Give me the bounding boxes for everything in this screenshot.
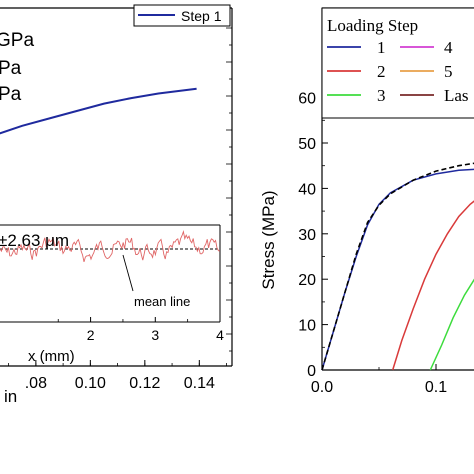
- right-legend-label: 2: [377, 62, 386, 81]
- right-series-lines: [321, 162, 474, 371]
- left-x-tick-label: 0.10: [75, 375, 106, 392]
- right-x-ticks: 0.0 0.1: [311, 364, 447, 396]
- right-legend-label: 5: [444, 62, 453, 81]
- right-y-tick-label: 0: [307, 363, 316, 380]
- inset-x-tick-label: 4: [216, 327, 224, 343]
- right-legend-box: [321, 7, 474, 119]
- right-y-axis-label: Stress (MPa): [259, 190, 278, 289]
- legend-label-step-1: Step 1: [181, 8, 222, 24]
- inset-x-tick-label: 2: [87, 327, 95, 343]
- modulus-text-line: Pa: [0, 84, 22, 105]
- mean-line-arrow: [122, 254, 134, 292]
- right-legend-title: Loading Step: [327, 16, 418, 35]
- inset-roughness-value: ±2.63 μm: [0, 231, 69, 250]
- left-modulus-text: GPa Pa Pa: [0, 30, 34, 105]
- right-legend-label: 1: [377, 38, 386, 57]
- roughness-inset: 2 3 4 ±2.63 μm mean line x (mm): [0, 224, 224, 365]
- series-line: [429, 278, 474, 371]
- right-y-tick-label: 40: [298, 181, 316, 198]
- left-x-axis-label: in: [4, 387, 17, 406]
- right-y-tick-label: 10: [298, 318, 316, 335]
- right-y-tick-label: 60: [298, 91, 316, 108]
- modulus-text-line: GPa: [0, 30, 34, 51]
- left-right-axis-ticks: [226, 27, 232, 352]
- left-series-lines: [0, 87, 197, 135]
- left-legend: [133, 4, 231, 27]
- right-y-tick-label: 20: [298, 272, 316, 289]
- mean-line-label: mean line: [134, 294, 190, 309]
- left-x-tick-label: 0.14: [184, 375, 215, 392]
- right-legend: Loading Step 1 2 3 4 5 Las: [321, 7, 474, 119]
- series-line: [391, 200, 474, 371]
- left-x-tick-label: .08: [25, 375, 47, 392]
- right-y-tick-label: 50: [298, 136, 316, 153]
- right-legend-label: Las: [444, 86, 469, 105]
- right-x-tick-label: 0.0: [311, 379, 333, 396]
- left-x-ticks: .08 0.10 0.12 0.14: [8, 360, 227, 392]
- inset-x-tick-label: 3: [151, 327, 159, 343]
- inset-roughness-profile: [0, 230, 221, 263]
- right-legend-label: 3: [377, 86, 386, 105]
- right-legend-entries: 1 2 3 4 5 Las: [327, 38, 469, 105]
- left-chart: .08 0.10 0.12 0.14 in GPa Pa Pa Step 1 2 3 4 ±2…: [0, 4, 233, 406]
- left-x-tick-label: 0.12: [129, 375, 160, 392]
- right-x-tick-label: 0.1: [425, 379, 447, 396]
- right-y-ticks: 0 10 20 30 40 50 60: [298, 74, 328, 380]
- inset-x-ticks: 2 3 4: [57, 317, 224, 343]
- modulus-text-line: Pa: [0, 58, 22, 79]
- right-y-tick-label: 30: [298, 227, 316, 244]
- inset-x-axis-label: x (mm): [28, 348, 75, 365]
- dashed-reference-line: [321, 162, 474, 371]
- right-chart: 0 10 20 30 40 50 60 0.0 0.1 Stress (MPa) Loadin…: [259, 7, 474, 396]
- series-line: [321, 168, 474, 371]
- right-legend-label: 4: [444, 38, 453, 57]
- series-line-step-1: [0, 87, 197, 135]
